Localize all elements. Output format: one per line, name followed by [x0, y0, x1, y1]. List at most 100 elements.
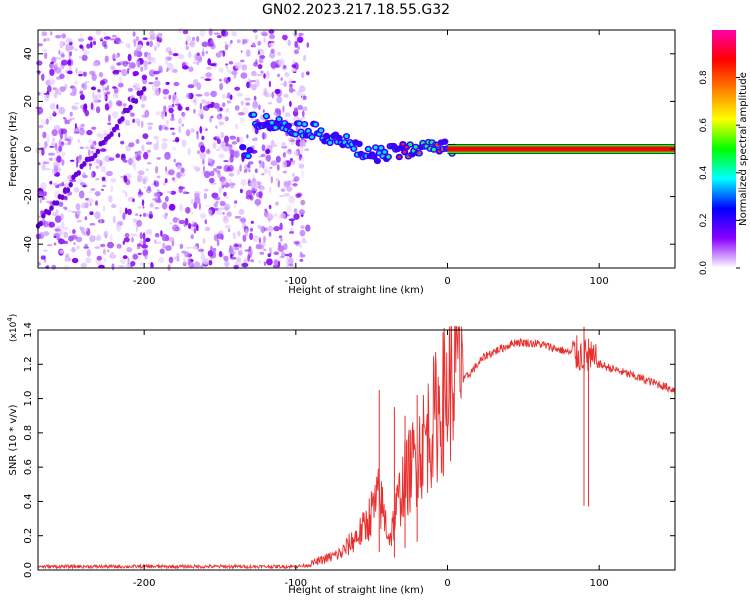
snr-x-ticks: -200 -100 0 100 [133, 330, 609, 589]
heatmap-cell [234, 105, 240, 111]
colorbar-tick-label: 0.4 [699, 165, 709, 180]
heatmap-cell [111, 34, 117, 38]
heatmap-cell [100, 166, 104, 169]
heatmap-cell [386, 155, 391, 159]
heatmap-cell [225, 142, 229, 147]
heatmap-cell [159, 248, 165, 255]
heatmap-cell [116, 100, 123, 107]
heatmap-cell [279, 255, 285, 259]
heatmap-cell [301, 72, 305, 79]
heatmap-cell [278, 241, 282, 248]
heatmap-cell [38, 220, 43, 227]
heatmap-cell [273, 112, 277, 115]
heatmap-cell [218, 67, 224, 73]
heatmap-cell [238, 243, 242, 248]
heatmap-cell [101, 166, 107, 173]
heatmap-cell [92, 161, 97, 164]
heatmap-cell [111, 111, 119, 119]
heatmap-cell [240, 100, 244, 106]
heatmap-cell [201, 42, 208, 48]
heatmap-cell [293, 176, 300, 182]
heatmap-cell [71, 246, 76, 253]
heatmap-cell [107, 122, 112, 126]
heatmap-cell [143, 63, 148, 71]
y-tick-label: 1.0 [23, 391, 34, 407]
heatmap-cell [221, 93, 226, 99]
heatmap-cell [136, 219, 143, 227]
heatmap-cell [267, 253, 272, 258]
heatmap-cell [83, 184, 88, 188]
heatmap-cell [252, 186, 255, 195]
heatmap-cell [153, 80, 161, 87]
heatmap-cell [46, 264, 50, 270]
heatmap-cell [79, 226, 82, 231]
y-tick-label: 1.2 [23, 356, 34, 372]
heatmap-cell [44, 168, 51, 171]
heatmap-cell [91, 150, 94, 155]
heatmap-cell [72, 229, 76, 235]
heatmap-cell [42, 231, 50, 237]
heatmap-cell [139, 214, 142, 217]
heatmap-cell [293, 240, 300, 245]
heatmap-cell [95, 29, 102, 36]
heatmap-cell [155, 111, 161, 116]
heatmap-cell [199, 152, 206, 160]
heatmap-cell [155, 166, 159, 174]
heatmap-cell [221, 85, 224, 88]
heatmap-cell [103, 132, 108, 137]
heatmap-cell [252, 42, 256, 47]
heatmap-cell [158, 257, 165, 264]
heatmap-cell [147, 125, 153, 131]
heatmap-cell [77, 139, 80, 143]
heatmap-cell [301, 170, 304, 178]
heatmap-cell [257, 181, 262, 186]
heatmap-cell [276, 88, 283, 97]
heatmap-cell [144, 254, 148, 260]
heatmap-cell [269, 186, 272, 194]
heatmap-cell [149, 202, 154, 208]
heatmap-cell [293, 62, 299, 71]
heatmap-cell [106, 91, 111, 95]
heatmap-cell [181, 139, 187, 148]
heatmap-cell [142, 37, 148, 40]
heatmap-cell [93, 152, 98, 159]
heatmap-cell [82, 185, 87, 188]
heatmap-cell [148, 82, 154, 85]
colorbar-gradient [712, 30, 736, 268]
x-tick-label: 0 [444, 578, 450, 589]
heatmap-cell [56, 155, 62, 163]
heatmap-cell [209, 116, 212, 123]
heatmap-cell [218, 230, 224, 235]
heatmap-cell [70, 159, 75, 162]
heatmap-cell [257, 50, 260, 55]
heatmap-cell [60, 213, 64, 221]
heatmap-cell [179, 243, 184, 249]
heatmap-cell [108, 100, 113, 108]
heatmap-cell [248, 169, 251, 173]
heatmap-cell [125, 262, 131, 270]
heatmap-cell [104, 103, 110, 111]
heatmap-cell [198, 202, 201, 211]
heatmap-cell [182, 29, 189, 35]
heatmap-cell [255, 79, 260, 87]
heatmap-cell [263, 235, 266, 243]
heatmap-cell [142, 232, 146, 240]
heatmap-cell [122, 240, 125, 245]
heatmap-cell [181, 250, 187, 254]
heatmap-cell [237, 112, 245, 116]
heatmap-cell [263, 227, 268, 232]
heatmap-cell [86, 249, 91, 257]
heatmap-cell [116, 69, 122, 73]
heatmap-cell [235, 259, 242, 267]
heatmap-cell [283, 192, 290, 197]
heatmap-cell [188, 66, 194, 72]
heatmap-cell [188, 92, 194, 100]
heatmap-cell [273, 125, 278, 130]
heatmap-cell [69, 179, 77, 182]
heatmap-cell [145, 141, 153, 145]
heatmap-cell [160, 113, 165, 118]
heatmap-cell [141, 94, 147, 102]
heatmap-cell [203, 170, 211, 179]
heatmap-cell [258, 49, 265, 56]
heatmap-cell [260, 31, 268, 37]
